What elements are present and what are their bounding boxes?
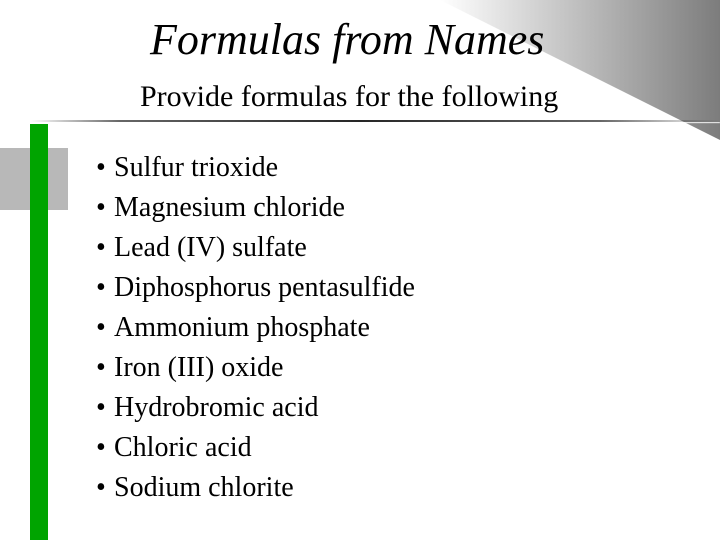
bullet-text: Diphosphorus pentasulfide [114, 268, 415, 308]
list-item: • Sulfur trioxide [96, 148, 415, 188]
slide-title: Formulas from Names [150, 14, 544, 65]
slide: Formulas from Names Provide formulas for… [0, 0, 720, 540]
bullet-marker-icon: • [96, 188, 114, 228]
list-item: • Ammonium phosphate [96, 308, 415, 348]
bullet-marker-icon: • [96, 308, 114, 348]
bullet-text: Iron (III) oxide [114, 348, 283, 388]
list-item: • Magnesium chloride [96, 188, 415, 228]
bullet-text: Chloric acid [114, 428, 252, 468]
list-item: • Chloric acid [96, 428, 415, 468]
list-item: • Iron (III) oxide [96, 348, 415, 388]
sidebar-green-bar [30, 124, 48, 540]
bullet-marker-icon: • [96, 428, 114, 468]
list-item: • Hydrobromic acid [96, 388, 415, 428]
bullet-marker-icon: • [96, 268, 114, 308]
bullet-text: Magnesium chloride [114, 188, 345, 228]
bullet-text: Ammonium phosphate [114, 308, 370, 348]
bullet-text: Sulfur trioxide [114, 148, 278, 188]
list-item: • Lead (IV) sulfate [96, 228, 415, 268]
list-item: • Sodium chlorite [96, 468, 415, 508]
bullet-text: Hydrobromic acid [114, 388, 319, 428]
title-underline [0, 120, 720, 124]
bullet-marker-icon: • [96, 468, 114, 508]
bullet-text: Sodium chlorite [114, 468, 294, 508]
bullet-list: • Sulfur trioxide • Magnesium chloride •… [96, 148, 415, 508]
bullet-marker-icon: • [96, 228, 114, 268]
bullet-marker-icon: • [96, 148, 114, 188]
list-item: • Diphosphorus pentasulfide [96, 268, 415, 308]
slide-subtitle: Provide formulas for the following [140, 80, 558, 114]
bullet-text: Lead (IV) sulfate [114, 228, 307, 268]
bullet-marker-icon: • [96, 348, 114, 388]
bullet-marker-icon: • [96, 388, 114, 428]
